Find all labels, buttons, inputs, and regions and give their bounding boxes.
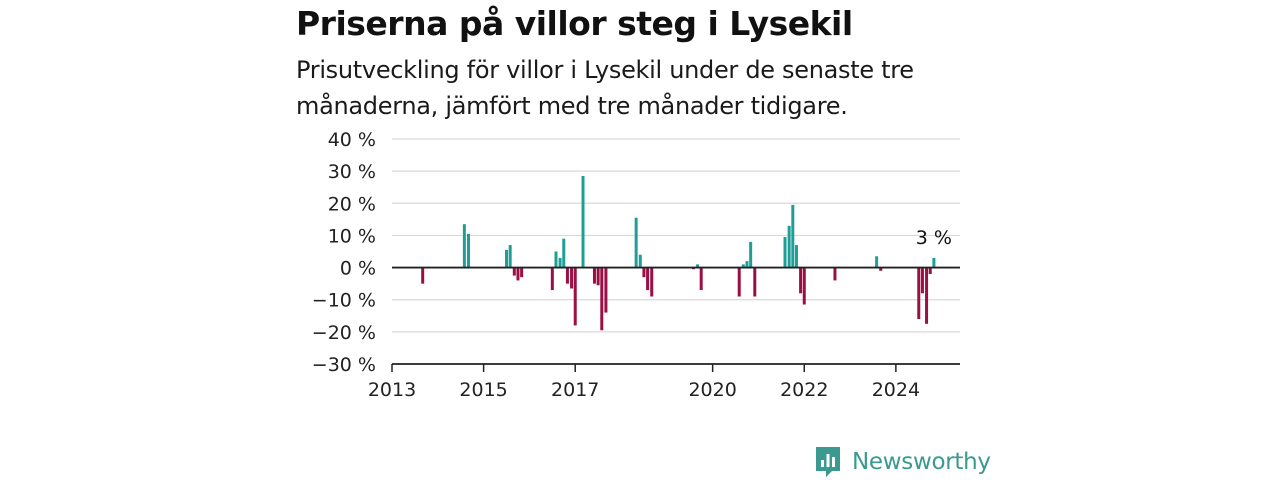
x-tick-label: 2024 [872,379,920,401]
chart-title: Priserna på villor steg i Lysekil [296,4,853,43]
last-value-label: 3 % [916,227,952,249]
newsworthy-logo-icon [816,447,840,477]
bar [604,267,608,313]
y-tick-label: 30 % [328,161,376,183]
y-tick-label: 0 % [340,258,376,280]
bar [875,256,879,268]
bar [696,264,700,268]
bar [646,267,650,291]
bar [928,267,932,274]
bar [565,267,569,284]
bar [783,237,787,268]
bar [592,267,596,284]
y-tick-label: −20 % [312,322,376,344]
bar [508,245,512,268]
bar [802,267,806,305]
x-tick-label: 2017 [551,379,599,401]
bar [558,257,562,268]
bar [917,267,921,319]
gridlines [392,138,960,365]
bar [925,267,929,324]
bar [466,233,470,268]
x-tick-label: 2013 [368,379,416,401]
bar [581,175,585,268]
bar [570,267,574,289]
bar [573,267,577,326]
price-change-bar-chart: −30 %−20 %−10 %0 %10 %20 %30 %40 % 2013 2… [312,129,960,401]
bar [833,267,837,281]
bars [421,175,936,331]
bar [879,267,883,271]
brand-name: Newsworthy [852,449,991,475]
bar [920,267,924,294]
y-tick-label: 40 % [328,129,376,151]
bar [753,267,757,297]
y-tick-label: −10 % [312,290,376,312]
bar [787,225,791,268]
bar [600,267,604,331]
bar [650,267,654,297]
bar [745,261,749,268]
bar [791,204,795,268]
y-tick-label: −30 % [312,354,376,376]
x-axis: 2013 2015 2017 2020 2022 2024 [368,266,960,401]
y-tick-label: 20 % [328,193,376,215]
bar [642,267,646,278]
bar [516,267,520,281]
y-axis-tick-labels: −30 % −20 % −10 % 0 % 10 % 20 % 30 % 40 % [312,129,376,376]
bar [699,267,703,291]
x-tick-label: 2015 [459,379,507,401]
chart-subtitle: Prisutveckling för villor i Lysekil unde… [296,56,914,120]
bar [462,224,466,268]
bar [562,238,566,268]
bar [932,257,936,268]
y-tick-label: 10 % [328,225,376,247]
x-tick-label: 2022 [780,379,828,401]
bar [638,254,642,268]
bar [634,217,638,268]
bar [421,267,425,284]
bar [505,249,509,268]
newsworthy-brand: Newsworthy [814,444,991,480]
bar [596,267,600,286]
bar [737,267,741,297]
bar [520,267,524,278]
bar [550,267,554,291]
x-tick-label: 2020 [688,379,736,401]
bar [741,264,745,268]
bar [554,251,558,268]
bar [749,241,753,268]
annotations: 3 % [916,227,952,249]
bar [794,245,798,268]
bar [512,267,516,276]
bar [799,267,803,294]
